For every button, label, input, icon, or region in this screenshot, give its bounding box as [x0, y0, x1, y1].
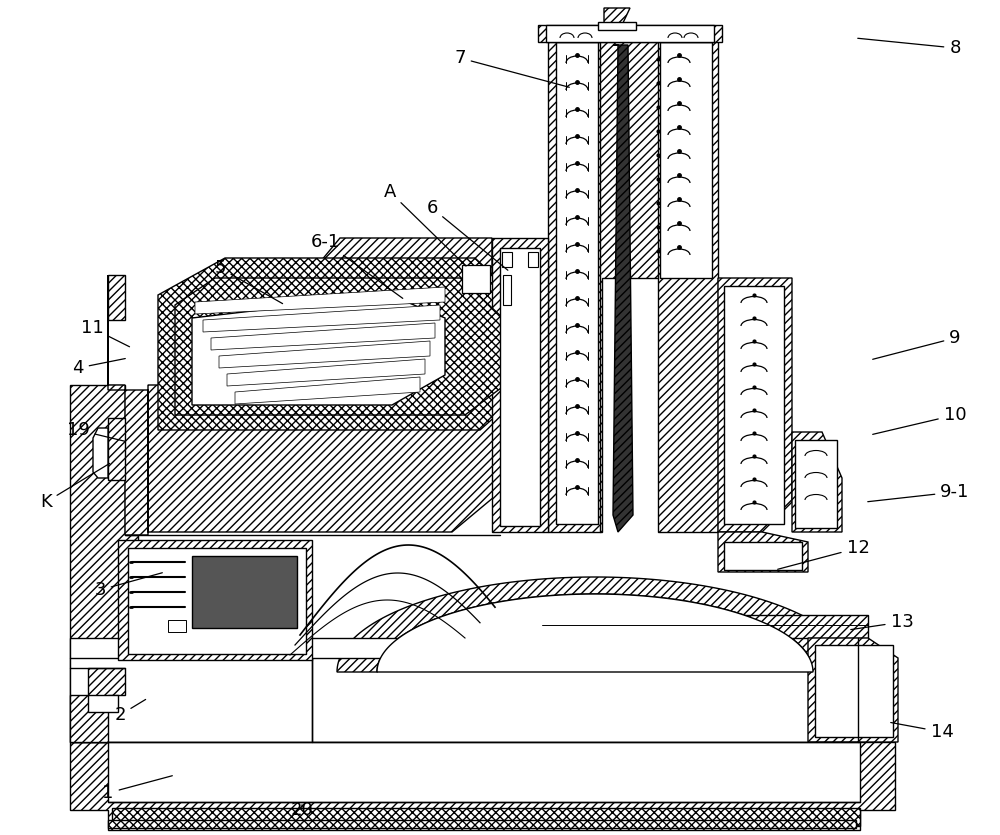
Polygon shape: [108, 275, 125, 320]
Polygon shape: [613, 45, 633, 532]
Polygon shape: [548, 35, 718, 532]
Polygon shape: [808, 638, 898, 742]
Bar: [192, 556, 297, 628]
Text: A: A: [384, 183, 466, 266]
Polygon shape: [70, 638, 542, 742]
Polygon shape: [598, 22, 636, 30]
Text: 2: 2: [114, 700, 146, 724]
Polygon shape: [203, 305, 440, 332]
Polygon shape: [227, 359, 425, 386]
Polygon shape: [718, 532, 808, 572]
Text: 4: 4: [72, 358, 125, 377]
Polygon shape: [377, 594, 813, 672]
Polygon shape: [70, 668, 125, 742]
Bar: [128, 548, 306, 654]
Polygon shape: [337, 577, 853, 672]
Text: 1: 1: [102, 776, 172, 802]
Polygon shape: [118, 540, 312, 660]
Text: 13: 13: [851, 613, 913, 631]
Polygon shape: [108, 238, 542, 535]
Polygon shape: [792, 432, 842, 532]
Polygon shape: [158, 258, 525, 430]
Polygon shape: [192, 295, 445, 405]
Bar: [528, 252, 538, 267]
Polygon shape: [492, 238, 548, 532]
Text: 9: 9: [873, 329, 961, 359]
Polygon shape: [70, 385, 138, 742]
Polygon shape: [108, 418, 125, 480]
Bar: [500, 248, 540, 526]
Text: 19: 19: [67, 421, 125, 442]
Text: K: K: [40, 463, 110, 511]
Polygon shape: [175, 278, 505, 415]
Bar: [795, 440, 837, 528]
Text: 6-1: 6-1: [310, 233, 403, 298]
Bar: [503, 275, 511, 305]
Polygon shape: [93, 428, 108, 478]
Text: 12: 12: [778, 539, 869, 569]
Polygon shape: [70, 742, 895, 830]
Polygon shape: [604, 8, 630, 25]
Bar: [815, 645, 893, 737]
Polygon shape: [211, 323, 435, 350]
Text: 14: 14: [891, 722, 953, 741]
Polygon shape: [718, 278, 792, 532]
Bar: [502, 252, 512, 267]
Text: 20: 20: [291, 801, 313, 819]
Text: 9-1: 9-1: [868, 483, 970, 502]
Bar: [462, 265, 490, 293]
Bar: [546, 25, 714, 42]
Text: 6: 6: [426, 199, 508, 271]
Bar: [108, 742, 860, 802]
Polygon shape: [538, 25, 722, 42]
Bar: [108, 820, 856, 828]
Bar: [724, 286, 784, 524]
Polygon shape: [219, 341, 430, 368]
Bar: [724, 542, 802, 570]
Bar: [660, 42, 712, 278]
Bar: [556, 42, 598, 524]
Bar: [112, 808, 860, 826]
Bar: [168, 620, 186, 632]
Text: 8: 8: [858, 38, 961, 57]
Polygon shape: [542, 615, 868, 638]
Polygon shape: [195, 287, 445, 314]
Text: 11: 11: [81, 319, 130, 347]
Text: 3: 3: [94, 573, 162, 599]
Text: 10: 10: [873, 406, 966, 434]
Polygon shape: [88, 695, 118, 712]
Text: 5: 5: [214, 259, 283, 304]
Polygon shape: [235, 377, 420, 404]
Text: 7: 7: [454, 49, 569, 88]
